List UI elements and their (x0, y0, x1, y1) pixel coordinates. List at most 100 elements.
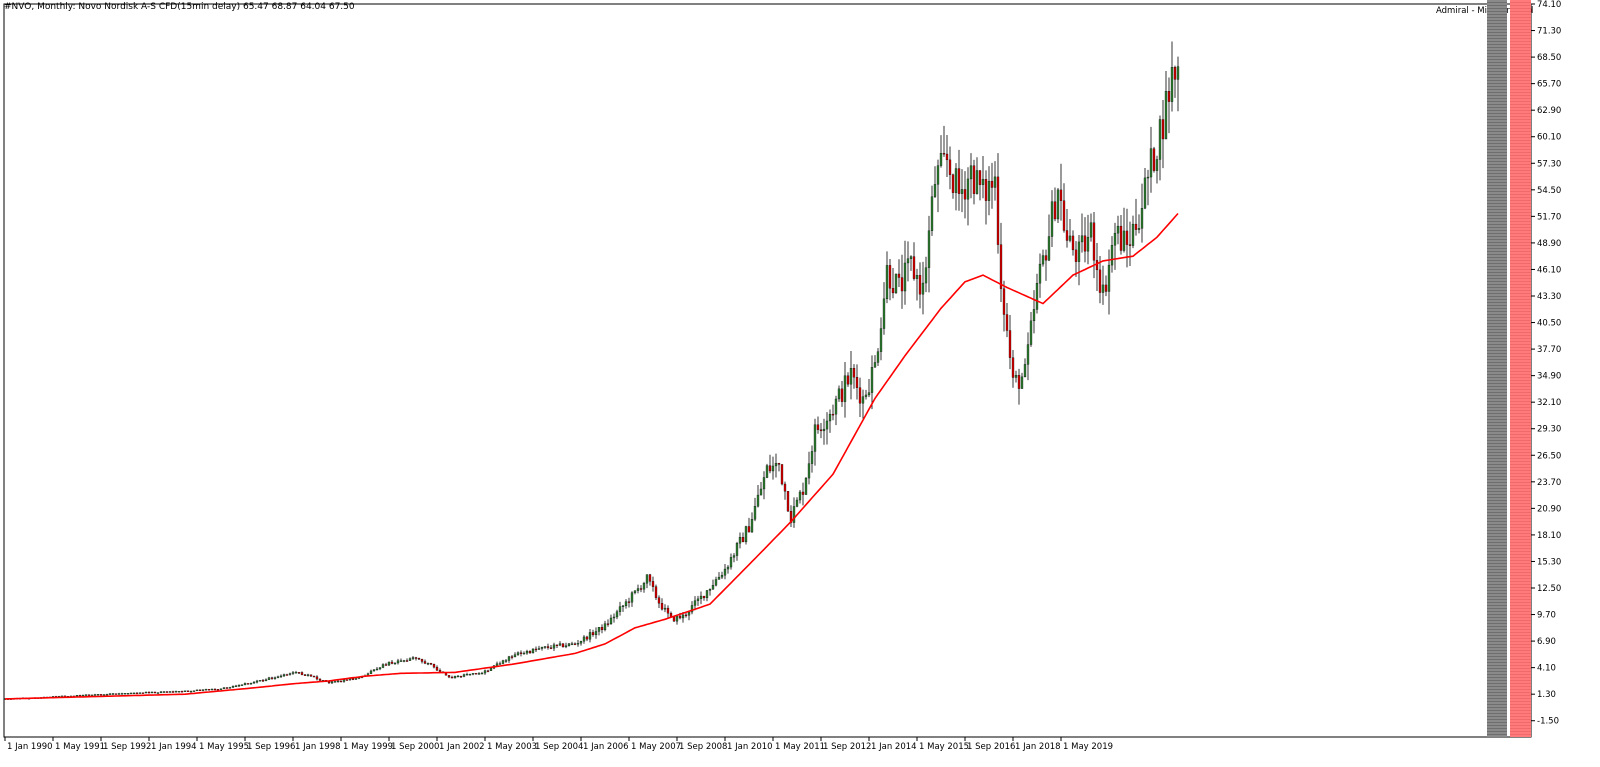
candle (792, 497, 796, 528)
candle (1143, 167, 1147, 210)
brand-label: Admiral - Mini Terminal (1436, 6, 1534, 16)
candle (930, 185, 934, 236)
candle (1104, 275, 1108, 297)
candle (777, 462, 781, 472)
candle (1068, 218, 1072, 243)
candle (399, 658, 403, 662)
candle (990, 162, 994, 209)
y-tick-label: 1.30 (1537, 690, 1556, 700)
candle (1035, 273, 1039, 314)
candle (165, 691, 169, 693)
candle (96, 693, 100, 696)
candle (246, 683, 250, 685)
candle (969, 153, 973, 199)
candle (1083, 217, 1087, 263)
candle (852, 364, 856, 389)
candle (390, 659, 394, 665)
candle (1038, 253, 1042, 298)
candle (114, 693, 118, 695)
candle (381, 663, 385, 669)
candle (1134, 198, 1138, 236)
candle (957, 149, 961, 211)
candle (270, 676, 274, 680)
scroll-panel-gray[interactable] (1487, 0, 1507, 737)
candle (897, 259, 901, 288)
y-tick-label: 43.30 (1537, 292, 1561, 302)
candle (900, 254, 904, 309)
candle (129, 692, 133, 695)
scroll-panel-red[interactable] (1510, 0, 1531, 737)
candle (759, 482, 763, 496)
y-tick-label: 46.10 (1537, 265, 1561, 275)
candle (861, 389, 865, 419)
candle (546, 643, 550, 650)
candle (159, 691, 163, 694)
y-tick-label: 32.10 (1537, 398, 1561, 408)
candle (162, 691, 166, 693)
candle (534, 646, 538, 653)
candle (1110, 236, 1114, 273)
candle (987, 166, 991, 216)
candle (1089, 213, 1093, 242)
candle (144, 691, 148, 694)
candle (297, 672, 301, 674)
candle (558, 641, 562, 647)
candle (1044, 249, 1048, 281)
candle (291, 670, 295, 675)
candle (423, 659, 427, 665)
x-tick-label: 1 Sep 2012 (823, 742, 871, 752)
y-tick-label: 4.10 (1537, 664, 1556, 674)
candle (894, 273, 898, 294)
candle (483, 669, 487, 675)
candle (570, 641, 574, 646)
chart-title: #NVO, Monthly: Novo Nordisk A-S CFD(15mi… (4, 2, 355, 12)
candle (81, 694, 85, 697)
candle (912, 242, 916, 281)
candle (621, 604, 625, 612)
candle (933, 166, 937, 198)
candle (921, 261, 925, 315)
candle (231, 685, 235, 689)
candle (372, 669, 376, 672)
candle (111, 693, 115, 695)
candle (393, 662, 397, 665)
candle (408, 657, 412, 661)
x-tick-label: 1 Jan 1994 (151, 742, 197, 752)
candle (486, 669, 490, 673)
candle (90, 694, 94, 697)
candle (936, 159, 940, 213)
candle (765, 463, 769, 479)
candle (204, 688, 208, 691)
candle (600, 624, 604, 634)
candle (657, 595, 661, 609)
candle (432, 663, 436, 669)
y-tick-label: 18.10 (1537, 531, 1561, 541)
candle (300, 671, 304, 676)
candle (339, 680, 343, 683)
candle (420, 658, 424, 664)
candle (717, 572, 721, 580)
candle (585, 635, 589, 642)
x-tick-label: 1 Sep 2016 (967, 742, 1015, 752)
candle (876, 348, 880, 366)
candle (723, 563, 727, 580)
candle (537, 645, 541, 650)
candle (465, 672, 469, 676)
candle (147, 691, 151, 694)
candle (741, 532, 745, 543)
candle (279, 674, 283, 678)
moving-average-line (4, 212, 1179, 700)
candle (645, 574, 649, 589)
candle (1041, 249, 1045, 267)
candle (975, 157, 979, 195)
candle (168, 691, 172, 693)
candle (573, 642, 577, 646)
candle (711, 579, 715, 590)
candle (624, 599, 628, 609)
candle (1062, 183, 1066, 233)
candle (75, 695, 79, 697)
candle (696, 595, 700, 606)
candle (1059, 163, 1063, 221)
candle (303, 674, 307, 676)
